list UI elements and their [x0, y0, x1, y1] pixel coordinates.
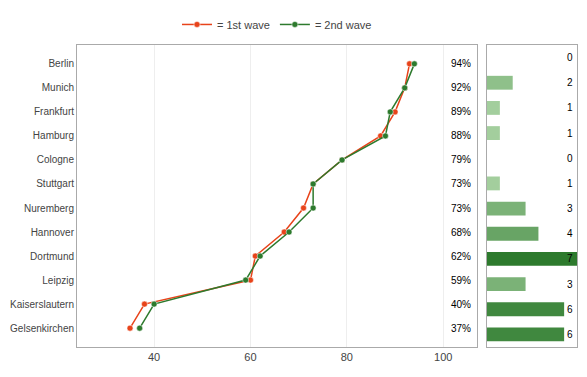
svg-text:3: 3: [567, 279, 573, 290]
svg-text:0: 0: [567, 153, 573, 164]
svg-text:73%: 73%: [451, 178, 471, 189]
svg-text:Hamburg: Hamburg: [33, 130, 74, 141]
svg-text:79%: 79%: [451, 154, 471, 165]
svg-text:Kaiserslautern: Kaiserslautern: [10, 299, 74, 310]
svg-text:Cologne: Cologne: [37, 154, 75, 165]
svg-text:Berlin: Berlin: [48, 58, 74, 69]
svg-text:6: 6: [567, 304, 573, 315]
svg-text:Gelsenkirchen: Gelsenkirchen: [10, 323, 74, 334]
svg-text:40%: 40%: [451, 299, 471, 310]
svg-text:2: 2: [567, 77, 573, 88]
svg-text:68%: 68%: [451, 227, 471, 238]
svg-text:73%: 73%: [451, 203, 471, 214]
svg-text:7: 7: [567, 253, 573, 264]
svg-text:92%: 92%: [451, 82, 471, 93]
svg-text:62%: 62%: [451, 251, 471, 262]
svg-text:1: 1: [567, 102, 573, 113]
svg-text:6: 6: [567, 329, 573, 340]
svg-text:Nuremberg: Nuremberg: [24, 203, 74, 214]
svg-text:60: 60: [244, 351, 256, 363]
svg-text:Dortmund: Dortmund: [30, 251, 74, 262]
svg-text:= 1st wave: = 1st wave: [217, 19, 270, 31]
svg-text:59%: 59%: [451, 275, 471, 286]
svg-text:0: 0: [567, 52, 573, 63]
svg-text:88%: 88%: [451, 130, 471, 141]
svg-text:37%: 37%: [451, 323, 471, 334]
svg-text:100: 100: [434, 351, 452, 363]
svg-text:Stuttgart: Stuttgart: [36, 178, 74, 189]
svg-text:Munich: Munich: [42, 82, 74, 93]
svg-text:Frankfurt: Frankfurt: [34, 106, 74, 117]
svg-text:40: 40: [148, 351, 160, 363]
svg-text:1: 1: [567, 178, 573, 189]
svg-text:89%: 89%: [451, 106, 471, 117]
svg-text:4: 4: [567, 228, 573, 239]
svg-text:= 2nd wave: = 2nd wave: [315, 19, 372, 31]
svg-text:3: 3: [567, 203, 573, 214]
svg-text:80: 80: [341, 351, 353, 363]
svg-text:1: 1: [567, 128, 573, 139]
svg-text:94%: 94%: [451, 58, 471, 69]
svg-text:Hannover: Hannover: [31, 227, 75, 238]
svg-text:Leipzig: Leipzig: [42, 275, 74, 286]
